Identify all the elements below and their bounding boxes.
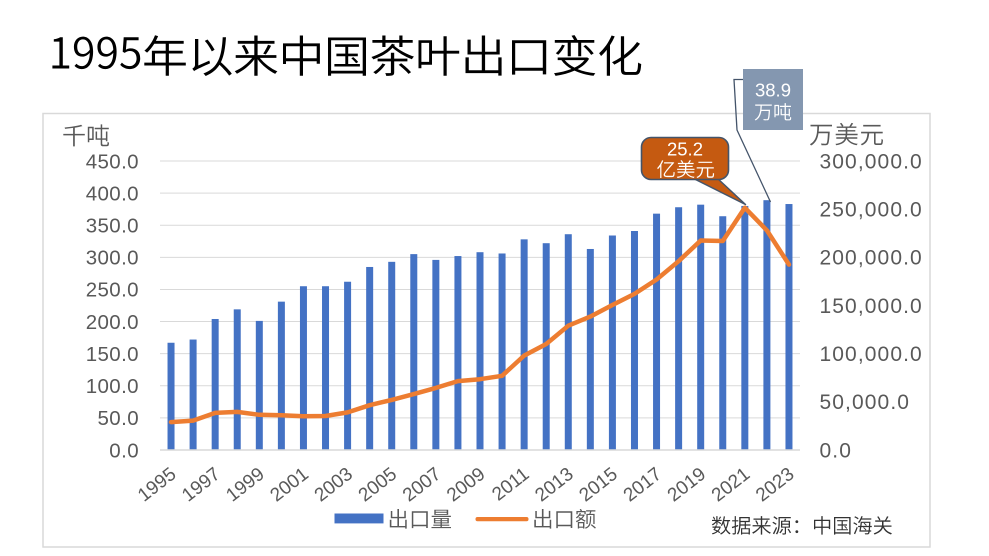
svg-text:0.0: 0.0 bbox=[109, 439, 139, 462]
svg-text:100,000.0: 100,000.0 bbox=[820, 343, 923, 366]
svg-text:250.0: 250.0 bbox=[86, 279, 139, 302]
svg-text:300.0: 300.0 bbox=[86, 247, 139, 270]
svg-text:50,000.0: 50,000.0 bbox=[820, 391, 911, 414]
svg-text:300,000.0: 300,000.0 bbox=[820, 150, 923, 173]
svg-text:50.0: 50.0 bbox=[98, 407, 140, 430]
svg-text:150,000.0: 150,000.0 bbox=[820, 295, 923, 318]
svg-text:0.0: 0.0 bbox=[820, 439, 853, 462]
svg-text:200.0: 200.0 bbox=[86, 311, 139, 334]
svg-text:38.9: 38.9 bbox=[755, 80, 791, 101]
svg-text:25.2: 25.2 bbox=[667, 138, 703, 159]
svg-text:150.0: 150.0 bbox=[86, 343, 139, 366]
svg-text:200,000.0: 200,000.0 bbox=[820, 247, 923, 270]
svg-text:450.0: 450.0 bbox=[86, 150, 139, 173]
svg-text:350.0: 350.0 bbox=[86, 215, 139, 238]
svg-text:100.0: 100.0 bbox=[86, 375, 139, 398]
svg-text:250,000.0: 250,000.0 bbox=[820, 199, 923, 222]
svg-text:400.0: 400.0 bbox=[86, 182, 139, 205]
